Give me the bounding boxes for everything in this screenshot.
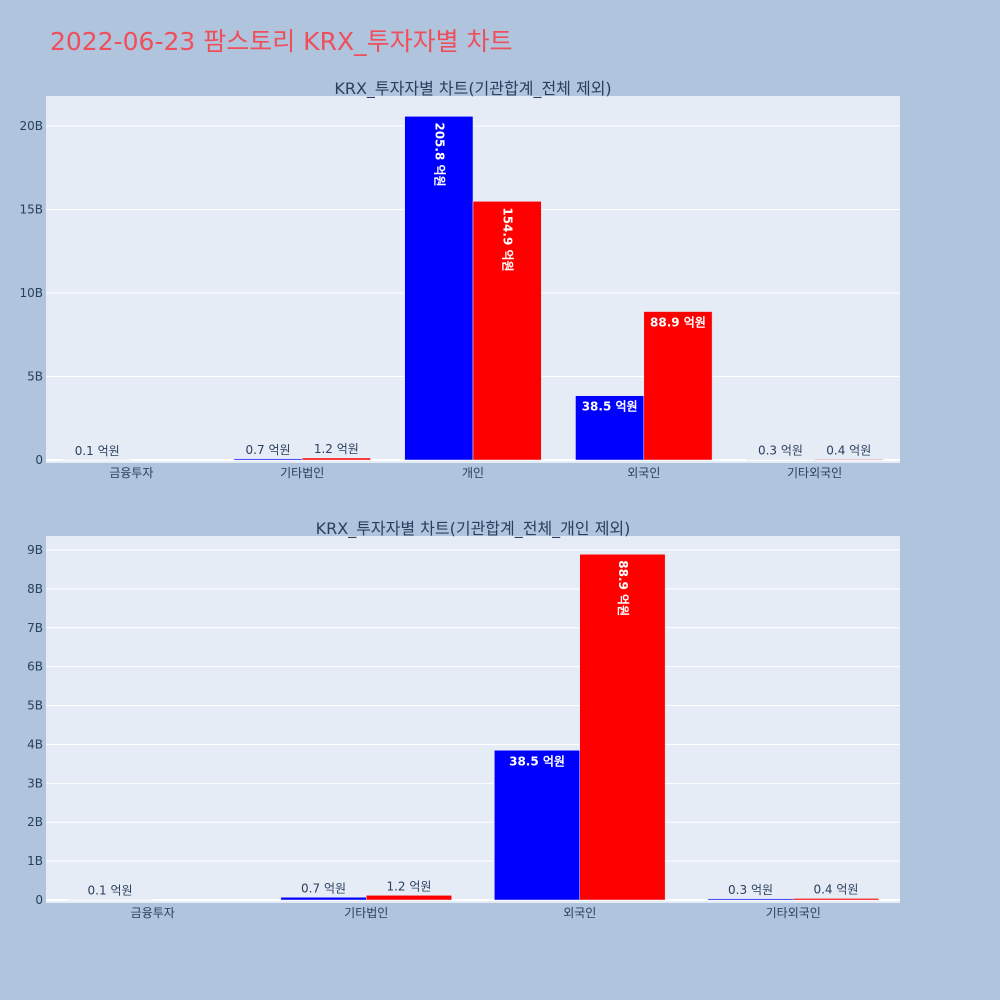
bar-sell bbox=[579, 554, 666, 901]
bar-value-label: 0.3 억원 bbox=[758, 443, 803, 457]
y-tick-label: 0 bbox=[35, 893, 43, 907]
chart-title: KRX_투자자별 차트(기관합계_전체_개인 제외) bbox=[316, 519, 631, 539]
bar-buy bbox=[707, 898, 794, 901]
y-tick-label: 15B bbox=[19, 203, 43, 217]
bar-value-label: 38.5 억원 bbox=[509, 754, 565, 768]
y-tick-label: 0 bbox=[35, 453, 43, 467]
bar-sell bbox=[643, 311, 713, 461]
bar-value-label: 0.3 억원 bbox=[728, 883, 773, 897]
bar-buy bbox=[746, 459, 815, 461]
chart-title: KRX_투자자별 차트(기관합계_전체 제외) bbox=[334, 79, 611, 99]
bar-buy bbox=[233, 458, 303, 461]
y-tick-label: 5B bbox=[27, 699, 43, 713]
y-tick-label: 3B bbox=[27, 776, 43, 790]
bar-sell bbox=[472, 201, 542, 461]
bar-value-label: 0.7 억원 bbox=[246, 443, 291, 457]
x-tick-label: 금융투자 bbox=[109, 466, 153, 480]
bar-value-label: 205.8 억원 bbox=[432, 122, 446, 186]
plot-area bbox=[46, 536, 900, 903]
bar-value-label: 88.9 억원 bbox=[616, 560, 630, 616]
bar-value-label: 0.1 억원 bbox=[88, 884, 133, 898]
chart-all-investors: 0 5B 10B 15B 20B KRX_투자자별 차트(기관합계_전체 제외) 금융투자 0… bbox=[19, 79, 900, 480]
y-tick-label: 20B bbox=[19, 119, 43, 133]
chart-excluding-individuals: 0 1B 2B 3B 4B 5B 6B 7B 8B 9B KRX_투자자별 차트(기관합계_전체_개… bbox=[27, 519, 900, 920]
bar-buy bbox=[494, 750, 581, 901]
bar-value-label: 0.1 억원 bbox=[75, 444, 120, 458]
y-tick-label: 4B bbox=[27, 737, 43, 751]
bar-buy bbox=[575, 395, 645, 461]
x-tick-label: 외국인 bbox=[563, 906, 596, 920]
x-tick-label: 기타법인 bbox=[280, 466, 324, 480]
bar-value-label: 154.9 억원 bbox=[501, 207, 515, 271]
bar-sell bbox=[301, 457, 371, 461]
bar-buy bbox=[280, 897, 367, 901]
bar-value-label: 0.4 억원 bbox=[813, 882, 858, 896]
bar-value-label: 0.4 억원 bbox=[826, 443, 871, 457]
y-tick-label: 8B bbox=[27, 582, 43, 596]
y-tick-label: 1B bbox=[27, 854, 43, 868]
y-tick-label: 6B bbox=[27, 660, 43, 674]
bar-value-label: 1.2 억원 bbox=[314, 442, 359, 456]
y-tick-label: 7B bbox=[27, 621, 43, 635]
bar-value-label: 38.5 억원 bbox=[582, 400, 638, 414]
y-tick-label: 2B bbox=[27, 815, 43, 829]
x-tick-label: 개인 bbox=[462, 466, 484, 480]
bar-value-label: 88.9 억원 bbox=[650, 316, 706, 330]
x-tick-label: 기타외국인 bbox=[787, 466, 842, 480]
bar-sell bbox=[366, 895, 452, 901]
y-tick-label: 5B bbox=[27, 370, 43, 384]
bar-sell bbox=[793, 898, 879, 901]
y-tick-label: 10B bbox=[19, 286, 43, 300]
x-tick-label: 기타법인 bbox=[344, 906, 388, 920]
y-tick-label: 9B bbox=[27, 543, 43, 557]
bar-buy bbox=[404, 116, 474, 461]
x-tick-label: 금융투자 bbox=[131, 906, 175, 920]
bar-sell bbox=[814, 459, 884, 461]
x-tick-label: 기타외국인 bbox=[766, 906, 821, 920]
bar-value-label: 0.7 억원 bbox=[301, 881, 346, 895]
page-title: 2022-06-23 팜스토리 KRX_투자자별 차트 bbox=[50, 27, 513, 56]
x-tick-label: 외국인 bbox=[627, 466, 660, 480]
bar-value-label: 1.2 억원 bbox=[386, 879, 431, 893]
